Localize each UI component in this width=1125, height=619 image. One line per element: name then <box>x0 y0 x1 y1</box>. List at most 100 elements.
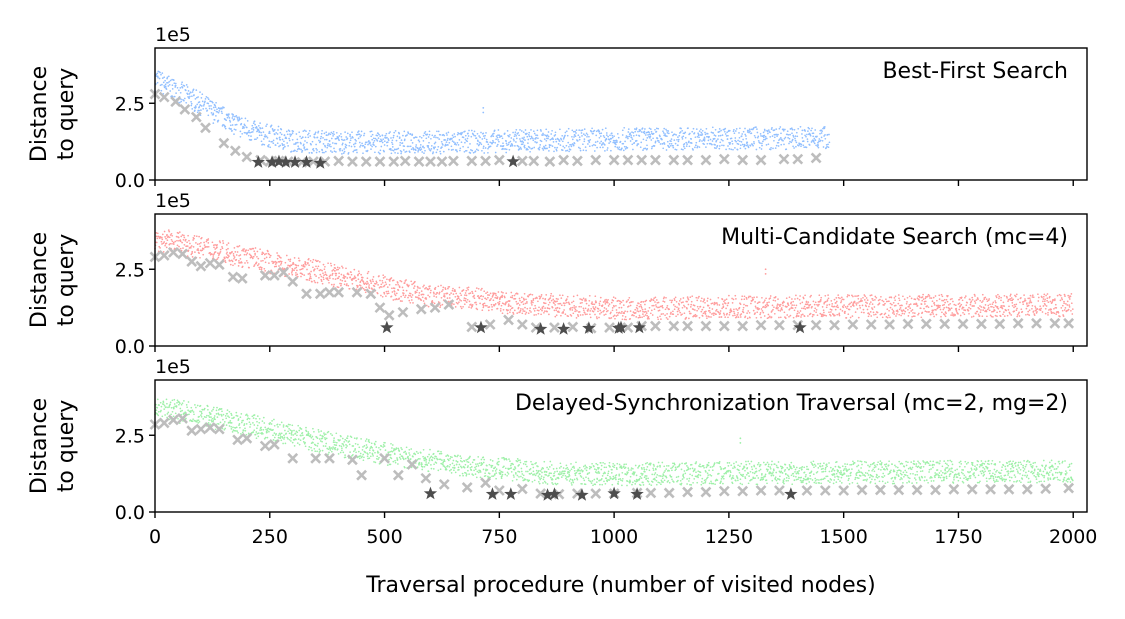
explored-markers-multi-candidate <box>149 246 1075 334</box>
visited-point <box>635 306 638 309</box>
visited-point <box>625 136 627 139</box>
visited-point <box>348 144 351 147</box>
visited-point <box>327 262 329 265</box>
visited-point <box>536 129 539 132</box>
visited-point <box>880 295 882 298</box>
visited-point <box>279 131 282 134</box>
visited-point <box>499 307 502 310</box>
visited-point <box>422 145 424 148</box>
visited-point <box>581 129 584 131</box>
visited-point <box>167 229 170 231</box>
visited-point <box>871 297 874 300</box>
visited-point <box>249 426 251 428</box>
visited-point <box>545 128 548 131</box>
visited-point <box>782 128 785 131</box>
visited-point <box>466 137 469 140</box>
visited-point <box>1011 304 1014 307</box>
visited-point <box>890 296 893 299</box>
title-multi-candidate: Multi-Candidate Search (mc=4) <box>721 225 1068 250</box>
visited-point <box>539 308 542 311</box>
visited-point <box>500 291 503 293</box>
visited-point <box>656 301 659 304</box>
visited-point <box>633 142 636 144</box>
visited-point <box>912 315 915 318</box>
visited-point <box>209 251 211 254</box>
visited-point <box>372 137 375 140</box>
visited-point <box>511 294 514 297</box>
visited-point <box>658 309 661 312</box>
visited-point <box>656 137 659 140</box>
visited-point <box>607 309 609 312</box>
visited-point <box>556 300 558 303</box>
visited-point <box>222 413 225 416</box>
visited-point <box>992 301 995 304</box>
visited-point <box>987 307 990 309</box>
visited-point <box>650 139 653 141</box>
visited-point <box>372 276 375 278</box>
visited-point <box>848 308 851 311</box>
visited-point <box>379 135 382 138</box>
visited-point <box>191 108 194 110</box>
visited-point <box>1007 309 1010 311</box>
visited-point <box>185 404 188 406</box>
visited-point <box>743 303 745 306</box>
visited-point <box>486 141 489 143</box>
visited-point <box>160 73 162 76</box>
visited-point <box>436 148 439 151</box>
visited-point <box>160 89 163 92</box>
visited-point <box>464 138 467 141</box>
visited-point <box>275 132 278 134</box>
visited-point <box>183 234 185 237</box>
visited-point <box>273 418 275 421</box>
visited-point <box>582 297 585 300</box>
visited-point <box>287 264 289 267</box>
visited-point <box>186 241 188 244</box>
visited-point <box>620 306 623 309</box>
visited-point <box>179 247 182 250</box>
visited-point <box>442 150 445 153</box>
visited-point <box>335 272 338 275</box>
visited-point <box>518 304 521 306</box>
visited-point <box>730 148 733 151</box>
visited-point <box>347 151 350 154</box>
visited-point <box>325 274 328 277</box>
visited-point <box>1048 295 1051 298</box>
visited-point <box>170 238 173 241</box>
visited-point <box>738 306 741 309</box>
visited-point <box>421 151 424 153</box>
explored-marker <box>718 153 730 165</box>
visited-point <box>891 303 893 306</box>
visited-point <box>789 133 791 136</box>
visited-point <box>366 149 369 152</box>
visited-point <box>312 258 315 261</box>
visited-point <box>276 257 279 260</box>
visited-point <box>389 147 392 150</box>
visited-point <box>518 147 521 150</box>
visited-point <box>714 135 717 137</box>
explored-marker <box>792 153 804 165</box>
visited-point <box>700 297 703 300</box>
visited-point <box>686 143 688 145</box>
visited-point <box>343 139 346 141</box>
explored-marker <box>668 320 680 332</box>
visited-point <box>593 129 596 132</box>
visited-point <box>541 147 544 150</box>
visited-point <box>741 133 744 135</box>
visited-point <box>873 306 876 308</box>
visited-point <box>827 294 829 296</box>
visited-point <box>190 100 192 103</box>
visited-point <box>822 309 825 312</box>
visited-point <box>727 145 729 147</box>
visited-point <box>743 298 746 301</box>
visited-point <box>182 238 185 241</box>
visited-point <box>407 132 410 135</box>
visited-point <box>392 279 395 282</box>
visited-point <box>986 315 988 318</box>
visited-point <box>330 131 333 134</box>
visited-point <box>997 293 999 296</box>
visited-point <box>842 306 845 309</box>
explored-marker <box>314 288 326 300</box>
visited-point <box>643 132 646 135</box>
visited-point <box>456 141 459 144</box>
visited-point <box>286 142 289 144</box>
